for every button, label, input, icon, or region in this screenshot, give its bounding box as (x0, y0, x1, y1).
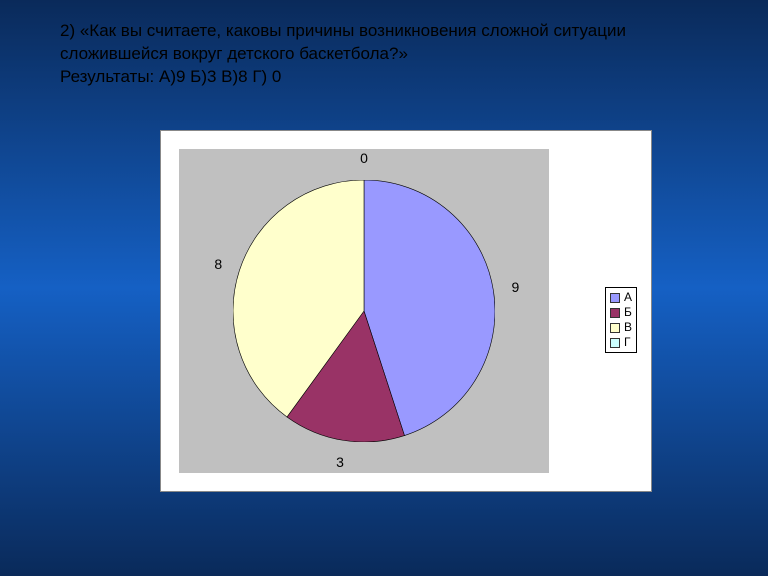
legend-label: Г (624, 335, 631, 350)
legend-label: В (624, 320, 632, 335)
legend-item: Б (610, 305, 632, 320)
slice-label: 0 (360, 150, 368, 166)
question-line-3: Результаты: А)9 Б)3 В)8 Г) 0 (60, 67, 281, 86)
legend: АБВГ (605, 287, 637, 353)
legend-swatch (610, 323, 620, 333)
chart-container: 9 3 8 0 АБВГ (160, 130, 652, 492)
pie-chart: 9380 (233, 180, 495, 442)
slide: 2) «Как вы считаете, каковы причины возн… (0, 0, 768, 576)
legend-item: В (610, 320, 632, 335)
legend-swatch (610, 338, 620, 348)
question-text: 2) «Как вы считаете, каковы причины возн… (60, 20, 708, 89)
question-line-1: 2) «Как вы считаете, каковы причины возн… (60, 21, 626, 40)
slice-label: 3 (336, 454, 344, 470)
legend-label: Б (624, 305, 632, 320)
legend-swatch (610, 293, 620, 303)
plot-area: 9 3 8 0 (179, 149, 549, 473)
legend-label: А (624, 290, 632, 305)
legend-item: А (610, 290, 632, 305)
slice-label: 8 (214, 256, 222, 272)
question-line-2: сложившейся вокруг детского баскетбола?» (60, 44, 408, 63)
legend-item: Г (610, 335, 632, 350)
slice-label: 9 (511, 279, 519, 295)
legend-swatch (610, 308, 620, 318)
